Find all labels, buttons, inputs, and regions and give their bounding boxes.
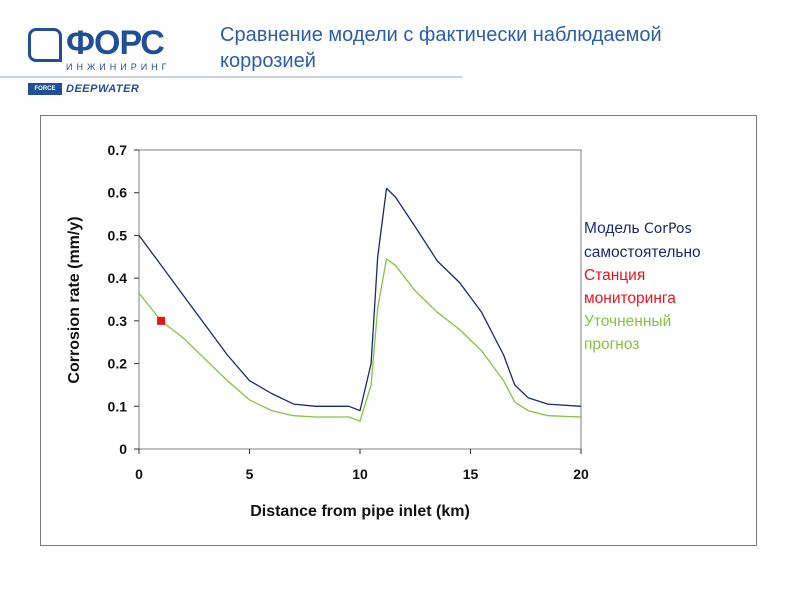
marker-monitoring-station-0 [157, 316, 166, 325]
x-axis-title: Distance from pipe inlet (km) [250, 503, 470, 520]
x-tick-label-0: 0 [135, 466, 143, 482]
legend-model-line1: Модель CorPos [584, 217, 754, 241]
logo-sub-text: ИНЖИНИРИНГ [66, 62, 171, 72]
legend-refined-line2: прогноз [584, 336, 640, 353]
legend-model-line2: самостоятельно [584, 244, 701, 261]
header-divider [0, 76, 462, 78]
y-tick-label-6: 0.6 [108, 185, 128, 201]
plot-area [138, 149, 582, 450]
legend-model-name: CorPos [643, 221, 692, 237]
legend-station-line1: Станция [584, 267, 646, 284]
force-logo: FORCE [28, 83, 62, 95]
logo-mark-icon [28, 28, 62, 62]
legend-box: Модель CorPos самостоятельно Станция мон… [584, 217, 754, 369]
y-tick-label-2: 0.2 [108, 356, 128, 372]
series-line-1 [138, 258, 582, 422]
legend-model-prefix: Модель [584, 220, 644, 237]
x-tick-label-1: 5 [246, 466, 254, 482]
slide-title: Сравнение модели с фактически наблюдаемо… [220, 22, 740, 74]
slide-title-line1: Сравнение модели с фактически наблюдаемо… [220, 24, 662, 46]
y-tick-label-0: 0 [119, 441, 127, 457]
y-tick-label-3: 0.3 [108, 313, 128, 329]
x-tick-label-2: 10 [352, 466, 368, 482]
slide-title-line2: коррозией [220, 50, 316, 72]
deepwater-logo: DEEPWATER [66, 83, 140, 95]
corrosion-chart: 0 0.1 0.2 0.3 0.4 0.5 0.6 0.7 0 5 10 15 20 Distance … [66, 142, 589, 520]
legend-refined-line1: Уточненный [584, 313, 672, 330]
y-tick-label-1: 0.1 [108, 398, 128, 414]
x-tick-label-4: 20 [573, 466, 589, 482]
y-tick-label-7: 0.7 [108, 142, 128, 158]
legend-station-line2: мониторинга [584, 290, 676, 307]
partner-logos: FORCE DEEPWATER [28, 82, 139, 96]
y-tick-label-5: 0.5 [108, 227, 128, 243]
y-axis-title: Corrosion rate (mm/y) [66, 216, 83, 383]
x-tick-label-3: 15 [463, 466, 479, 482]
logo-main-text: ФОРС [66, 24, 165, 62]
series-line-0 [138, 187, 582, 412]
company-logo: ФОРС ИНЖИНИРИНГ [28, 22, 188, 98]
y-tick-label-4: 0.4 [108, 270, 128, 286]
